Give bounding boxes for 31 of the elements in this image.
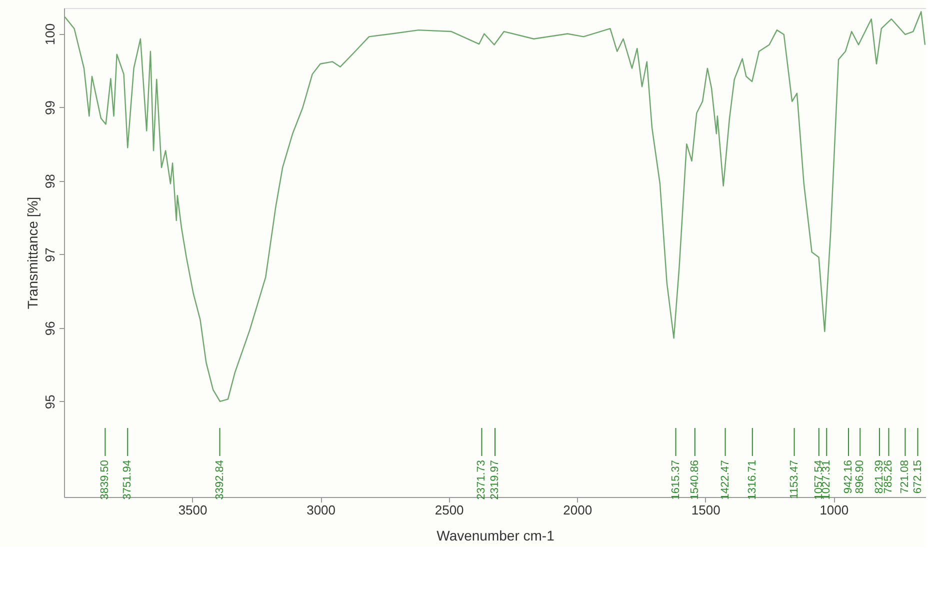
ref-line-label: 3839.50 [99,460,112,500]
ref-line-label: 721.08 [899,460,912,494]
y-tick-label: 99 [42,100,58,116]
x-axis-title: Wavenumber cm-1 [436,528,555,544]
ref-line-label: 3392.84 [214,460,226,500]
ref-line-label: 672.15 [912,460,924,494]
line-series [64,11,926,402]
y-axis-title: Transmittance [%] [24,196,40,310]
ref-line-label: 3751.94 [122,460,134,500]
ref-line-label: 821.39 [873,460,886,494]
ref-line-label: 2371.73 [476,460,488,500]
ref-line-label: 1422.47 [719,460,732,500]
ref-line-label: 1153.47 [788,460,800,499]
y-tick-label: 100 [42,23,58,46]
x-tick-label: 1000 [820,502,849,518]
y-tick-label: 97 [42,248,58,262]
y-tick-label: 95 [42,394,58,410]
ref-line-label: 942.16 [842,460,854,494]
x-tick-label: 2500 [434,502,464,518]
ref-line-label: 1540.86 [688,460,701,500]
x-tick-label: 3500 [178,502,208,518]
x-tick-label: 1500 [691,502,720,518]
ref-line-label: 785.26 [882,460,895,494]
ref-line-label: 896.90 [854,460,866,494]
ref-line-label: 1316.71 [746,460,758,500]
ref-line-label: 2319.97 [489,460,502,500]
y-tick-label: 98 [42,174,58,189]
y-tick-label: 96 [42,321,58,336]
x-tick-label: 2000 [563,502,592,518]
ref-line-label: 1615.37 [670,460,682,500]
x-tick-label: 3000 [306,502,336,518]
